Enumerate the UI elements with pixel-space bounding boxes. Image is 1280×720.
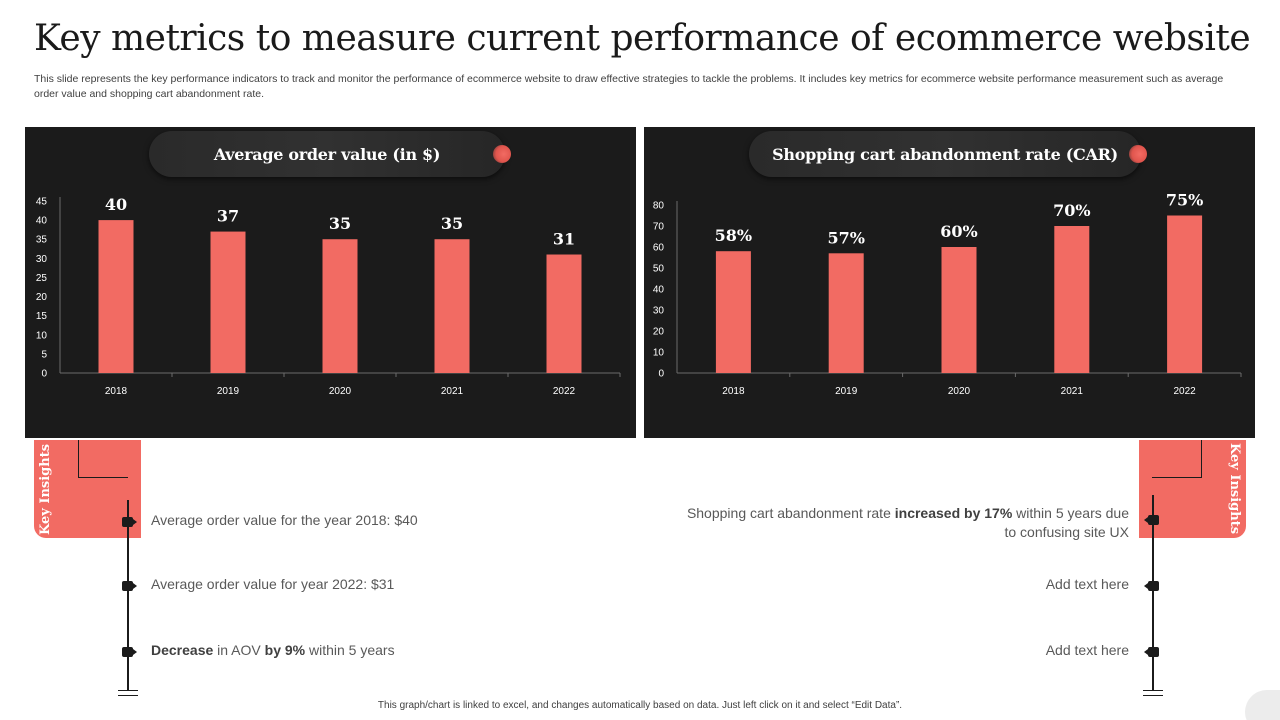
timeline-marker — [1144, 515, 1159, 525]
data-label-2018: 58% — [715, 226, 752, 245]
insight-text: in AOV — [213, 642, 265, 658]
y-tick-label: 10 — [653, 348, 665, 359]
accent-dot-icon — [1129, 145, 1147, 163]
y-tick-label: 20 — [36, 292, 48, 303]
insight-bold: by 17% — [960, 505, 1013, 521]
insight-right-3[interactable]: Add text here — [1045, 642, 1129, 658]
y-tick-label: 70 — [653, 222, 665, 233]
key-insights-label: Key Insights — [1227, 443, 1242, 535]
bar-2019 — [210, 231, 246, 373]
insight-bold: increased — [894, 505, 961, 521]
car-chart-panel: 0 10 20 30 40 50 60 70 80 58% 2018 57% 2019 60% 2020 70… — [644, 127, 1255, 438]
aov-chart-title: Average order value (in $) — [213, 144, 441, 164]
data-label-2018: 40 — [105, 195, 127, 214]
x-tick-label: 2020 — [329, 386, 352, 397]
insight-left-2: Average order value for year 2022: $31 — [151, 576, 395, 592]
bar-2022 — [1167, 215, 1203, 373]
bar-2020 — [941, 247, 977, 373]
insight-text: within 5 years — [305, 642, 395, 658]
x-tick-label: 2021 — [1061, 386, 1084, 397]
timeline-line-right — [1152, 495, 1154, 690]
timeline-line-left — [127, 500, 129, 690]
y-tick-label: 80 — [653, 201, 665, 212]
timeline-marker — [1144, 647, 1159, 657]
data-label-2021: 70% — [1053, 201, 1090, 220]
timeline-marker — [122, 581, 137, 591]
y-tick-label: 10 — [36, 330, 48, 341]
y-tick-label: 40 — [653, 285, 665, 296]
insight-text: within 5 years due — [1012, 505, 1129, 521]
x-tick-label: 2022 — [553, 386, 576, 397]
y-tick-label: 50 — [653, 264, 665, 275]
x-tick-label: 2021 — [441, 386, 464, 397]
timeline-base-left — [118, 690, 138, 691]
timeline-base-right — [1143, 690, 1163, 691]
x-tick-label: 2019 — [835, 386, 858, 397]
aov-chart-title-pill: Average order value (in $) — [149, 131, 511, 177]
data-label-2022: 31 — [553, 230, 575, 249]
y-tick-label: 0 — [658, 369, 664, 380]
bar-2021 — [1054, 226, 1090, 373]
car-bar-chart: 0 10 20 30 40 50 60 70 80 58% 2018 57% 2019 60% 2020 70… — [653, 191, 1242, 397]
x-tick-label: 2022 — [1173, 386, 1196, 397]
timeline-marker — [1144, 581, 1159, 591]
bracket-line — [1152, 440, 1202, 478]
insight-left-3: Decrease in AOV by 9% within 5 years — [151, 641, 395, 660]
y-tick-label: 0 — [41, 369, 47, 380]
car-chart-title: Shopping cart abandonment rate (CAR) — [772, 144, 1118, 164]
insight-left-1: Average order value for the year 2018: $… — [151, 512, 418, 528]
y-tick-label: 25 — [36, 273, 48, 284]
y-tick-label: 30 — [36, 254, 48, 265]
bracket-line — [78, 440, 128, 478]
y-tick-label: 40 — [36, 216, 48, 227]
timeline-base-right — [1143, 695, 1163, 696]
y-tick-label: 15 — [36, 311, 48, 322]
insight-bold: Decrease — [151, 642, 214, 658]
corner-decoration — [1245, 690, 1280, 720]
bar-2018 — [715, 251, 751, 373]
x-tick-label: 2018 — [722, 386, 745, 397]
timeline-marker — [122, 517, 137, 527]
x-tick-label: 2018 — [105, 386, 128, 397]
insight-text: Shopping cart abandonment rate — [686, 505, 895, 521]
insight-right-2[interactable]: Add text here — [1045, 576, 1129, 592]
bar-2018 — [98, 220, 134, 373]
bar-2020 — [322, 239, 358, 373]
data-label-2020: 35 — [329, 214, 351, 233]
aov-bar-chart: 0 5 10 15 20 25 30 35 40 45 40 2018 37 2019 35 2020 35 20… — [36, 195, 621, 397]
y-tick-label: 35 — [36, 235, 48, 246]
slide-title: Key metrics to measure current performan… — [34, 18, 1251, 59]
data-label-2019: 37 — [217, 207, 239, 226]
car-chart-title-pill: Shopping cart abandonment rate (CAR) — [749, 131, 1147, 177]
y-tick-label: 60 — [653, 243, 665, 254]
y-tick-label: 30 — [653, 306, 665, 317]
y-tick-label: 5 — [41, 349, 47, 360]
insight-bold: by 9% — [264, 642, 306, 658]
y-tick-label: 45 — [36, 197, 48, 208]
x-tick-label: 2020 — [948, 386, 971, 397]
key-insights-label: Key Insights — [38, 443, 53, 535]
data-label-2022: 75% — [1166, 191, 1203, 210]
timeline-base-left — [118, 695, 138, 696]
data-label-2019: 57% — [827, 228, 864, 247]
timeline-marker — [122, 647, 137, 657]
accent-dot-icon — [493, 145, 511, 163]
bar-2019 — [828, 253, 864, 373]
x-tick-label: 2019 — [217, 386, 240, 397]
data-label-2021: 35 — [441, 214, 463, 233]
bar-2022 — [546, 254, 582, 373]
slide-subtitle: This slide represents the key performanc… — [34, 73, 1224, 100]
footer-note: This graph/chart is linked to excel, and… — [377, 700, 903, 711]
y-tick-label: 20 — [653, 327, 665, 338]
bar-2021 — [434, 239, 470, 373]
data-label-2020: 60% — [940, 222, 977, 241]
insight-right-1: Shopping cart abandonment rate increased… — [687, 504, 1129, 542]
insight-text: to confusing site UX — [1004, 524, 1129, 540]
aov-chart-panel: 0 5 10 15 20 25 30 35 40 45 40 2018 37 2019 35 2020 35 20… — [25, 127, 636, 438]
